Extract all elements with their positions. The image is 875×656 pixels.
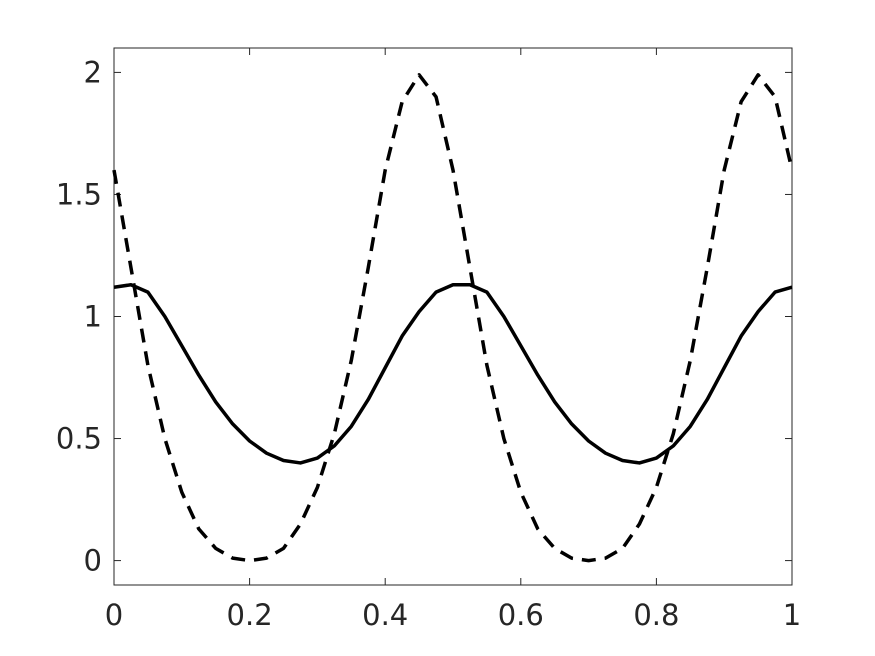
y-tick-label: 1.5 [56, 177, 102, 211]
y-tick-label: 0 [84, 544, 102, 578]
data-line [112, 73, 794, 563]
x-tick-label: 0.4 [362, 598, 408, 632]
x-tick-label: 0.2 [227, 598, 273, 632]
plot-frame [113, 47, 793, 586]
data-line [113, 283, 793, 465]
y-tick-label: 0.5 [56, 422, 102, 456]
y-tick-label: 1 [84, 300, 102, 334]
y-tick-label: 2 [84, 55, 102, 89]
x-tick-label: 0 [105, 598, 123, 632]
x-tick-label: 0.8 [633, 598, 679, 632]
x-tick-label: 1 [783, 598, 801, 632]
x-tick-label: 0.6 [498, 598, 544, 632]
